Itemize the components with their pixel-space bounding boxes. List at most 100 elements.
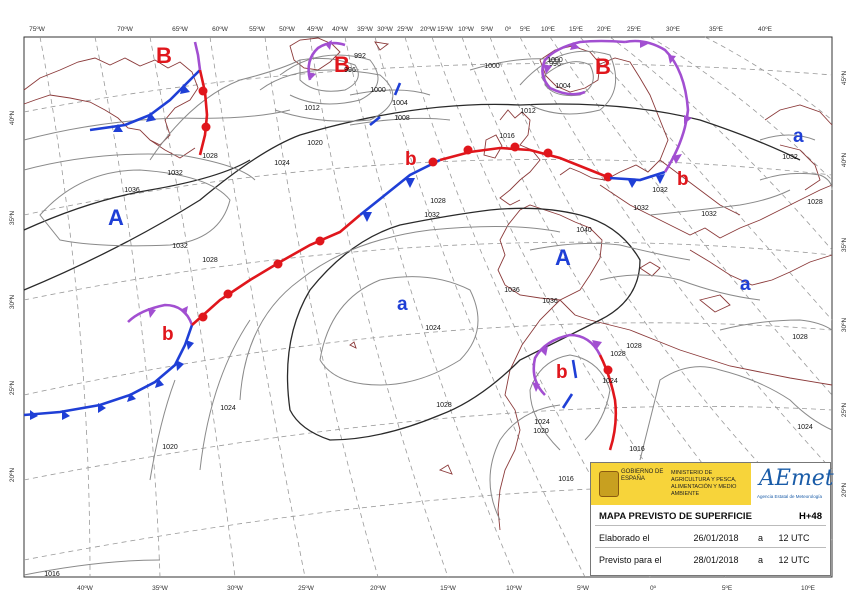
bottom-lon-label: 25ºW: [298, 585, 315, 592]
isobar-value: 1004: [392, 100, 408, 107]
isobar-value: 1028: [626, 343, 642, 350]
top-lon-label: 75ºW: [29, 26, 46, 33]
top-lon-label: 70ºW: [117, 26, 134, 33]
relative-low-atlantic: b: [162, 324, 174, 345]
isobar-value: 1024: [797, 424, 813, 431]
isobar-value: 1028: [807, 199, 823, 206]
isobar-value: 1028: [202, 153, 218, 160]
isobar-value: 1012: [304, 105, 320, 112]
relative-high-east: a: [793, 126, 804, 147]
occluded-front-morocco: [532, 333, 602, 396]
isobar-value: 1028: [436, 402, 452, 409]
isobar-value: 1032: [782, 154, 798, 161]
isobar-value: 1028: [202, 257, 218, 264]
top-lon-label: 20ºE: [597, 26, 612, 33]
isobar-value: 996: [344, 67, 356, 74]
fronts: [23, 39, 692, 451]
top-lon-label: 5ºE: [520, 26, 531, 33]
isobar-value: 1016: [558, 476, 574, 483]
occluded-front-greenland: [307, 41, 346, 81]
forecast-a: a: [758, 555, 764, 565]
relative-high-mediterranean: a: [740, 274, 751, 295]
warm-front-labrador: [198, 69, 209, 156]
left-lat-label: 35ºN: [9, 211, 16, 226]
top-lon-label: 40ºE: [758, 26, 773, 33]
isobar-value: 1016: [44, 571, 60, 578]
isobar-value: 1036: [542, 298, 558, 305]
isobar-value: 1032: [652, 187, 668, 194]
top-lon-label: 15ºE: [569, 26, 584, 33]
isobar-value: 1008: [394, 115, 410, 122]
right-latitude-labels: 45ºN 40ºN 35ºN 30ºN 25ºN 20ºN: [841, 71, 848, 498]
right-lat-label: 40ºN: [841, 153, 848, 168]
government-label: GOBIERNO DE ESPAÑA: [621, 469, 664, 482]
isobar-value: 1020: [533, 428, 549, 435]
elaborated-a: a: [758, 533, 764, 543]
top-lon-label: 20ºW: [420, 26, 437, 33]
forecast-date: 28/01/2018: [693, 555, 739, 565]
elaborated-date: 26/01/2018: [693, 533, 739, 543]
trough-north-2: [369, 115, 381, 127]
left-lat-label: 30ºN: [9, 295, 16, 310]
aemet-logo-area: [751, 463, 830, 505]
isobar-value: 1040: [576, 227, 592, 234]
top-lon-label: 10ºE: [541, 26, 556, 33]
top-lon-label: 15ºW: [437, 26, 454, 33]
high-iberia: A: [555, 245, 571, 270]
map-title: MAPA PREVISTO DE SUPERFICIE: [599, 511, 752, 522]
isobar-value: 1032: [424, 212, 440, 219]
occluded-front-baltic: [541, 39, 626, 96]
left-latitude-labels: 40ºN 35ºN 30ºN 25ºN 20ºN: [9, 111, 16, 483]
top-lon-label: 45ºW: [307, 26, 324, 33]
occluded-front-atlantic: [127, 303, 194, 326]
isobar-value: 1028: [430, 198, 446, 205]
isobar-value: 1032: [701, 211, 717, 218]
isobar-value: 1024: [602, 378, 618, 385]
top-lon-label: 30ºW: [377, 26, 394, 33]
isobar-value: 1024: [534, 419, 550, 426]
top-lon-label: 25ºE: [627, 26, 642, 33]
spain-crest-icon: [599, 471, 619, 497]
forecast-horizon: H+48: [799, 511, 822, 522]
top-lon-label: 35ºW: [357, 26, 374, 33]
isobar-value: 1032: [172, 243, 188, 250]
isobar-value: 1024: [425, 325, 441, 332]
relative-low-europe: b: [677, 169, 689, 190]
isobar-value: 1000: [547, 57, 563, 64]
divider: [595, 525, 826, 526]
bottom-lon-label: 0º: [650, 585, 657, 592]
isobar-value: 1032: [167, 170, 183, 177]
cold-front-atlantic: [23, 324, 194, 417]
low-baltic: B: [595, 54, 611, 79]
top-lon-label: 65ºW: [172, 26, 189, 33]
isobar-value: 1020: [162, 444, 178, 451]
right-lat-label: 30ºN: [841, 318, 848, 333]
relative-low-midatlantic: b: [405, 149, 417, 170]
isobar-value: 1024: [220, 405, 236, 412]
left-lat-label: 25ºN: [9, 381, 16, 396]
forecast-time: 12 UTC: [778, 555, 810, 565]
pressure-systems: B B B A A a a a b b b b: [108, 43, 804, 383]
high-west-atlantic: A: [108, 205, 124, 230]
cold-front-midatlantic: [359, 158, 441, 217]
trough-north: [393, 82, 402, 96]
isobar-value: 1024: [274, 160, 290, 167]
low-labrador: B: [156, 43, 172, 68]
aemet-logo: AEmet: [759, 466, 834, 491]
logo-band: GOBIERNO DE ESPAÑA MINISTERIO DE AGRICUL…: [591, 463, 834, 505]
relative-high-atlantic: a: [397, 294, 408, 315]
low-greenland: B: [334, 52, 350, 77]
forecast-label: Previsto para el: [599, 555, 662, 565]
top-lon-label: 30ºE: [666, 26, 681, 33]
right-lat-label: 35ºN: [841, 238, 848, 253]
isobar-value: 1032: [633, 205, 649, 212]
isobar-value: 1000: [370, 87, 386, 94]
trough-morocco: [571, 359, 578, 379]
right-lat-label: 45ºN: [841, 71, 848, 86]
occluded-front-scandinavia: [624, 39, 690, 173]
cold-front-labrador: [89, 69, 201, 132]
top-lon-label: 55ºW: [249, 26, 266, 33]
top-lon-label: 50ºW: [279, 26, 296, 33]
trough-morocco-2: [561, 393, 574, 409]
bottom-lon-label: 10ºW: [506, 585, 523, 592]
